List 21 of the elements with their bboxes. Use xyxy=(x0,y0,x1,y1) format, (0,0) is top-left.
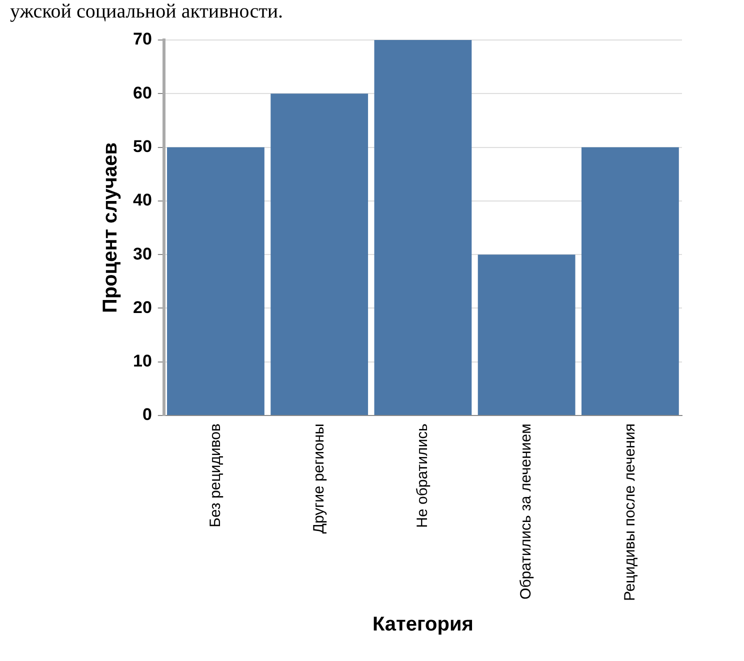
y-tick-label: 0 xyxy=(142,405,152,424)
x-tick-label: Без рецидивов xyxy=(206,424,224,528)
y-tick-label: 10 xyxy=(132,352,152,371)
y-tick-label: 60 xyxy=(132,83,152,102)
bar xyxy=(270,94,368,416)
x-tick-label: Рецидивы после лечения xyxy=(621,424,638,602)
bar xyxy=(167,147,264,416)
text: ужской социальной активности. xyxy=(10,0,284,22)
y-tick-label: 30 xyxy=(132,244,152,264)
x-tick-label: Другие регионы xyxy=(310,424,328,534)
x-tick-label: Обратились за лечением xyxy=(518,424,535,600)
bar xyxy=(374,40,472,416)
x-axis-title: Категория xyxy=(372,614,474,636)
y-axis-title: Процент случаев xyxy=(100,142,122,314)
y-tick-label: 70 xyxy=(132,30,152,49)
bar xyxy=(478,254,576,416)
y-tick-label: 40 xyxy=(132,190,152,210)
bar xyxy=(581,147,679,416)
y-tick-label: 20 xyxy=(132,298,152,317)
x-tick-label: Не обратились xyxy=(414,423,432,528)
y-tick-label: 50 xyxy=(132,136,152,156)
